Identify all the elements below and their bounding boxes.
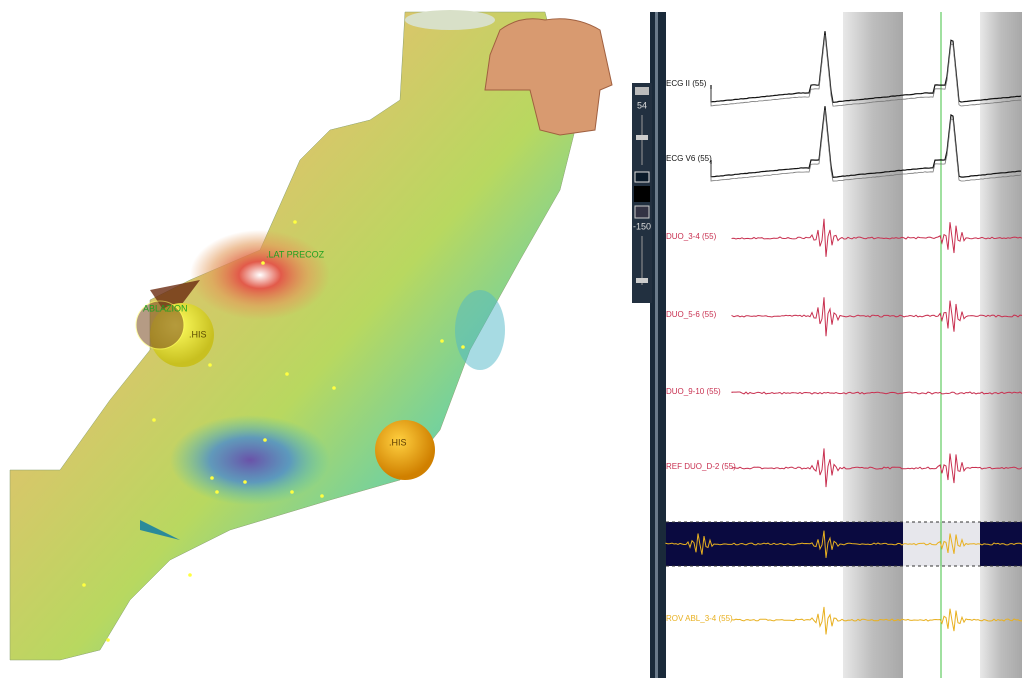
vessel-opening: [405, 10, 495, 30]
sample-point: [208, 363, 212, 367]
marker: [375, 420, 435, 480]
button[interactable]: [635, 172, 649, 182]
slider-value: -150: [633, 221, 651, 231]
channel-label: ROV ABL_3-4 (55): [666, 614, 733, 623]
sample-point: [285, 372, 289, 376]
cool-area: [455, 290, 505, 370]
window-band: [980, 12, 1022, 678]
toolbar: 54 -150: [632, 83, 652, 303]
cool-area: [170, 415, 330, 505]
sample-point: [106, 638, 110, 642]
sample-point: [293, 220, 297, 224]
hot-area: [190, 230, 330, 320]
sample-point: [215, 490, 219, 494]
window-band: [843, 12, 903, 678]
sample-point: [82, 583, 86, 587]
channel-label: DUO_9-10 (55): [666, 387, 721, 396]
sample-point: [290, 490, 294, 494]
channel-label: ECG V6 (55): [666, 154, 712, 163]
channel-label: ECG II (55): [666, 79, 707, 88]
map-label: ABLAZION: [143, 303, 188, 313]
button[interactable]: [635, 87, 649, 95]
map-label: .LAT PRECOZ: [266, 249, 325, 259]
channel-label: DUO_3-4 (55): [666, 232, 717, 241]
sample-point: [461, 345, 465, 349]
sample-point: [188, 573, 192, 577]
map-label: .HIS: [189, 329, 207, 339]
sample-point: [332, 386, 336, 390]
sample-point: [440, 339, 444, 343]
signal-panel: ECG II (55) ECG V6 (55) DUO_3-4 (55) DUO_5-…: [666, 12, 1022, 678]
channel-label: REF DUO_D-2 (55): [666, 462, 736, 471]
button[interactable]: [635, 206, 649, 218]
sample-point: [320, 494, 324, 498]
sample-point: [263, 438, 267, 442]
anatomy-map[interactable]: .LAT PRECOZ ABLAZION .HIS .HIS: [10, 10, 612, 660]
divider: [655, 12, 658, 678]
sample-point: [261, 261, 265, 265]
slider-handle[interactable]: [636, 278, 648, 283]
sample-point: [210, 476, 214, 480]
sample-point: [152, 418, 156, 422]
slider-handle[interactable]: [636, 135, 648, 140]
button[interactable]: [634, 186, 650, 202]
sample-point: [243, 480, 247, 484]
map-label: .HIS: [389, 437, 407, 447]
channel-label: DUO_5-6 (55): [666, 310, 717, 319]
screen: .LAT PRECOZ ABLAZION .HIS .HIS 54 -150 E…: [0, 0, 1022, 678]
slider-value: 54: [637, 100, 647, 110]
